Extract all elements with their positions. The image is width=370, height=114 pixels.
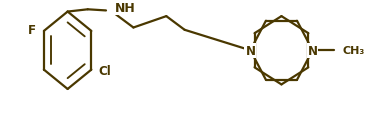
Text: Cl: Cl (98, 65, 111, 78)
Text: NH: NH (115, 1, 136, 14)
Text: CH₃: CH₃ (343, 46, 365, 56)
Text: F: F (28, 24, 36, 37)
Text: N: N (307, 44, 317, 57)
Text: N: N (245, 44, 255, 57)
